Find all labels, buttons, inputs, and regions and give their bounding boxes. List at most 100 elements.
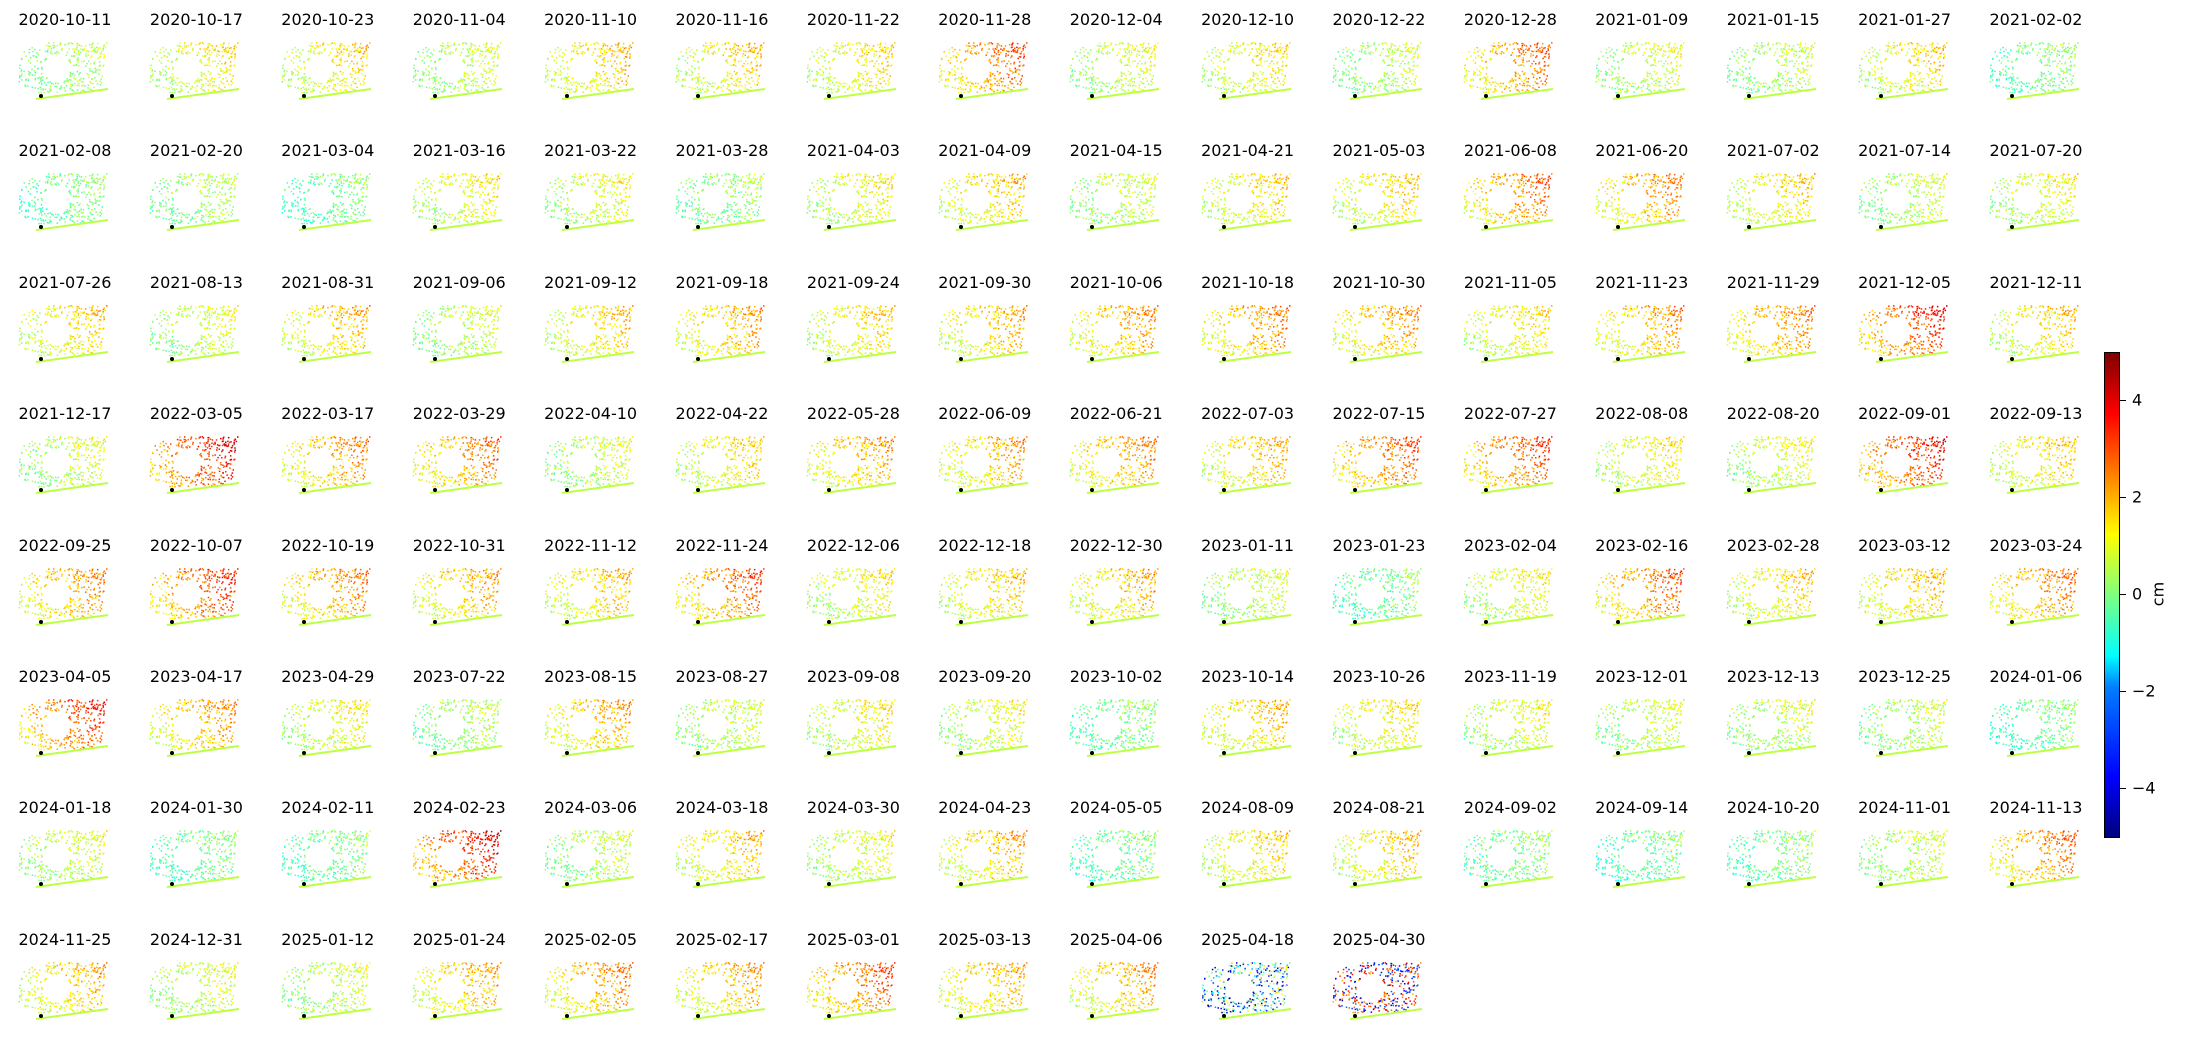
scatter-point [492,73,494,75]
scatter-point [1811,44,1814,46]
scatter-point [172,68,175,70]
scatter-point [1927,74,1930,76]
scatter-point [882,67,885,70]
scatter-point [1407,61,1410,64]
scatter-point [28,73,30,75]
scatter-point [196,54,199,56]
scatter-point [1889,89,1892,92]
scatter-point [1406,49,1408,52]
scatter-point [218,84,221,87]
scatter-point [173,76,175,78]
scatter-point [966,51,969,53]
scatter-point [1484,49,1486,51]
scatter-point [1645,48,1647,50]
scatter-point [204,50,207,52]
scatter-point [1906,81,1909,83]
scatter-point [1016,49,1019,51]
scatter-point [310,91,313,93]
scatter-point [467,50,470,52]
scatter-point [1151,78,1154,80]
scatter-point [1201,81,1203,83]
scatter-point [1540,51,1542,53]
panel-scatter [806,42,897,100]
scatter-point [365,57,368,59]
scatter-point [1769,49,1771,51]
scatter-point [63,81,65,84]
scatter-point [966,90,969,93]
scatter-point [1154,44,1157,46]
scatter-point [441,81,443,84]
scatter-point [1910,89,1913,91]
scatter-point [807,67,809,69]
scatter-point [705,91,707,93]
scatter-point [98,56,101,58]
scatter-point [435,76,438,78]
scatter-point [77,57,79,59]
scatter-point [44,50,47,53]
baseline-strip [298,88,371,100]
scatter-point [694,77,696,79]
scatter-point [1342,70,1344,73]
scatter-point [713,91,716,93]
scatter-point [1494,88,1497,90]
scatter-point [1890,82,1893,84]
scatter-point [53,42,55,44]
scatter-point [330,79,332,82]
scatter-point [722,85,725,87]
scatter-point [833,50,835,53]
scatter-point [1883,81,1885,84]
scatter-point [1807,47,1809,49]
scatter-point [152,73,155,75]
scatter-point [184,45,187,47]
scatter-point [1229,81,1232,84]
scatter-point [212,89,215,91]
panel-2020-11-04: 2020-11-04 [394,0,524,118]
scatter-point [1388,83,1390,85]
scatter-point [1542,42,1544,45]
scatter-point [553,73,556,75]
scatter-point [1736,73,1738,75]
scatter-point [717,85,719,88]
scatter-point [58,52,60,54]
scatter-point [1091,60,1094,63]
scatter-point [415,73,417,75]
scatter-point [1474,48,1476,51]
scatter-point [874,73,877,75]
scatter-point [708,82,710,84]
scatter-point [443,45,445,47]
scatter-point [191,85,194,88]
scatter-point [83,47,85,50]
scatter-point [733,42,735,45]
scatter-point [1675,69,1678,71]
scatter-point [195,90,198,92]
scatter-point [1274,78,1276,80]
scatter-point [1790,77,1793,80]
scatter-point [434,91,437,94]
scatter-point [1357,91,1359,94]
scatter-point [217,62,220,65]
scatter-point [1682,42,1685,44]
scatter-point [335,48,337,50]
scatter-point [553,59,555,62]
scatter-point [1014,71,1017,73]
scatter-point [1903,90,1906,92]
scatter-point [748,78,750,80]
scatter-point [1791,49,1794,51]
scatter-point [1779,55,1781,57]
scatter-point [1745,68,1747,70]
scatter-point [1365,82,1367,84]
scatter-point [190,88,192,91]
scatter-point [46,90,49,93]
scatter-point [1217,77,1219,80]
scatter-point [1780,48,1783,50]
scatter-point [985,85,987,87]
scatter-point [1938,69,1940,71]
scatter-point [1788,51,1790,54]
scatter-point [711,52,713,54]
scatter-point [1094,91,1096,94]
scatter-point [1126,48,1129,51]
scatter-point [1869,62,1871,64]
scatter-point [1339,78,1341,81]
scatter-point [283,70,285,73]
scatter-point [1912,64,1914,67]
